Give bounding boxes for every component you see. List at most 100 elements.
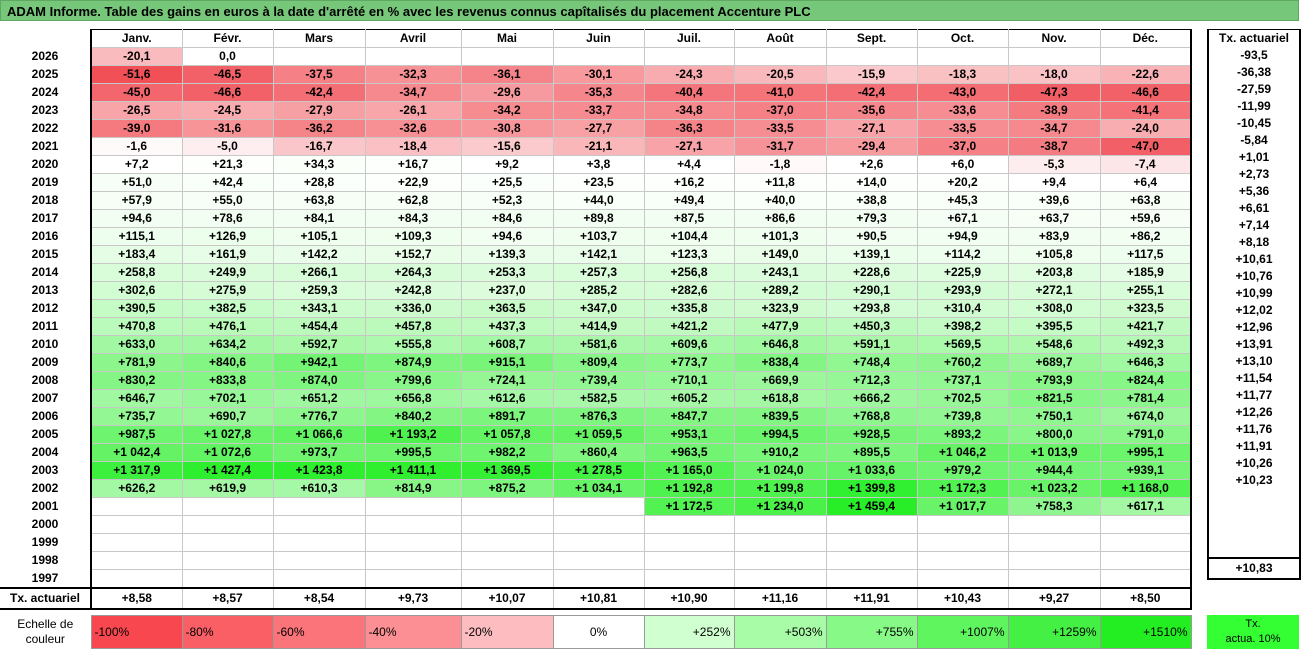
gain-cell: +995,5 (364, 443, 462, 462)
gain-cell: +609,6 (643, 335, 735, 354)
gain-cell (1099, 551, 1192, 570)
gain-cell (733, 515, 827, 534)
year-label: 2017 (0, 209, 92, 228)
year-actuarial-rate: +12,26 (1207, 404, 1301, 421)
gain-cell: +1 023,2 (1007, 479, 1101, 498)
gain-cell: +437,3 (460, 317, 554, 336)
year-actuarial-rate: +7,14 (1207, 217, 1301, 234)
month-header: Mars (272, 29, 366, 48)
gain-cell: +768,8 (825, 407, 918, 426)
year-actuarial-rate: +10,23 (1207, 472, 1301, 489)
gain-cell: +492,3 (1099, 335, 1192, 354)
gain-cell: +860,4 (552, 443, 645, 462)
gain-cell (552, 497, 645, 516)
gain-cell (181, 515, 274, 534)
gain-cell: +608,7 (460, 335, 554, 354)
gain-cell: +1 172,5 (643, 497, 735, 516)
gain-cell: -24,5 (181, 101, 274, 120)
gain-cell (1099, 47, 1192, 66)
gain-cell: -36,3 (643, 119, 735, 138)
year-row: 2004 +1 042,4 +1 072,6 +973,7 +995,5 +982,2 +8… (0, 443, 1192, 462)
year-actuarial-rate: +13,91 (1207, 336, 1301, 353)
year-actuarial-rate: +2,73 (1207, 166, 1301, 183)
gain-cell: +646,7 (90, 389, 183, 408)
year-label: 2022 (0, 119, 92, 138)
gain-cell (1007, 569, 1101, 589)
gain-cell: +605,2 (643, 389, 735, 408)
gain-cell: -33,7 (552, 101, 645, 120)
month-header: Févr. (181, 29, 274, 48)
year-row: 2010 +633,0 +634,2 +592,7 +555,8 +608,7 +581,6… (0, 335, 1192, 354)
gain-cell: +973,7 (272, 443, 366, 462)
gain-cell: +800,0 (1007, 425, 1101, 444)
gain-cell: +626,2 (90, 479, 183, 498)
gain-cell: +987,5 (90, 425, 183, 444)
gain-cell: +323,5 (1099, 299, 1192, 318)
gain-cell: +89,8 (552, 209, 645, 228)
gain-cell: +776,7 (272, 407, 366, 426)
year-row: 2024 -45,0 -46,6 -42,4 -34,7 -29,6 -35,3 -40,4-… (0, 83, 1192, 102)
year-label: 2001 (0, 497, 92, 516)
gain-cell: +63,8 (1099, 191, 1192, 210)
gain-cell (552, 569, 645, 589)
gain-cell: +1 399,8 (825, 479, 918, 498)
gain-cell: -18,0 (1007, 65, 1101, 84)
gain-cell: -24,3 (643, 65, 735, 84)
year-label: 1998 (0, 551, 92, 570)
gain-cell: +105,1 (272, 227, 366, 246)
gain-cell (460, 533, 554, 552)
gain-cell: +750,1 (1007, 407, 1101, 426)
month-header-row: Janv. Févr. Mars Avril Mai Juin Juil. Août Sept.… (0, 29, 1192, 48)
gain-cell: +84,3 (364, 209, 462, 228)
color-scale-stop: +1510% (1099, 615, 1192, 649)
gain-cell: +1 427,4 (181, 461, 274, 480)
gain-cell: -27,1 (825, 119, 918, 138)
gain-cell (825, 47, 918, 66)
year-label: 2008 (0, 371, 92, 390)
gain-cell: +101,3 (733, 227, 827, 246)
gain-cell (460, 497, 554, 516)
year-label: 2016 (0, 227, 92, 246)
gain-cell: +22,9 (364, 173, 462, 192)
month-header: Mai (460, 29, 554, 48)
year-label: 2015 (0, 245, 92, 264)
gain-cell: +1 317,9 (90, 461, 183, 480)
gain-cell: +414,9 (552, 317, 645, 336)
gain-cell: +739,4 (552, 371, 645, 390)
year-actuarial-rate (1207, 489, 1301, 506)
gain-cell: +3,8 (552, 155, 645, 174)
year-row: 2025 -51,6 -46,5 -37,5 -32,3 -36,1 -30,1 -24,3-… (0, 65, 1192, 84)
gain-cell (916, 47, 1009, 66)
gain-cell (552, 47, 645, 66)
gain-cell: +477,9 (733, 317, 827, 336)
gain-cell: -27,7 (552, 119, 645, 138)
gain-cell: +669,9 (733, 371, 827, 390)
gain-cell: +666,2 (825, 389, 918, 408)
gain-cell: +748,4 (825, 353, 918, 372)
gain-cell: +760,2 (916, 353, 1009, 372)
year-actuarial-rate: +1,01 (1207, 149, 1301, 166)
gain-cell: +302,6 (90, 281, 183, 300)
gain-cell: +39,6 (1007, 191, 1101, 210)
gain-cell: +20,2 (916, 173, 1009, 192)
color-scale-stop: 0% (552, 615, 645, 649)
year-row: 2016 +115,1 +126,9 +105,1 +109,3 +94,6 +103,7 +… (0, 227, 1192, 246)
actuarial-rate-cell: +10,43 (916, 587, 1009, 610)
gain-cell: +1 034,1 (552, 479, 645, 498)
gain-cell: +979,2 (916, 461, 1009, 480)
gain-cell: +1 024,0 (733, 461, 827, 480)
gain-cell: +839,5 (733, 407, 827, 426)
gain-cell: +67,1 (916, 209, 1009, 228)
gain-cell: +555,8 (364, 335, 462, 354)
gain-cell: +953,1 (643, 425, 735, 444)
gain-cell: +1 042,4 (90, 443, 183, 462)
gain-cell (552, 515, 645, 534)
month-header: Nov. (1007, 29, 1101, 48)
gain-cell: +293,9 (916, 281, 1009, 300)
gain-cell: +1 459,4 (825, 497, 918, 516)
year-row: 2002 +626,2 +619,9 +610,3 +814,9 +875,2 +1 034… (0, 479, 1192, 498)
gain-cell: -18,3 (916, 65, 1009, 84)
gain-cell: +79,3 (825, 209, 918, 228)
year-label: 2025 (0, 65, 92, 84)
gain-cell: +874,0 (272, 371, 366, 390)
